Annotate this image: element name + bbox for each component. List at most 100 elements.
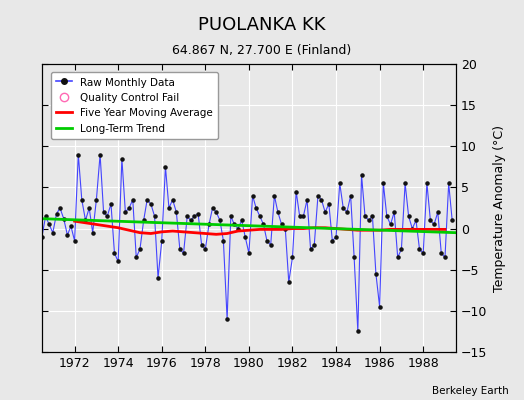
Point <box>60 216 68 222</box>
Point <box>226 213 235 220</box>
Point <box>397 246 406 252</box>
Point <box>256 213 264 220</box>
Point <box>394 254 402 260</box>
Point <box>183 213 191 220</box>
Point <box>201 246 210 252</box>
Legend: Raw Monthly Data, Quality Control Fail, Five Year Moving Average, Long-Term Tren: Raw Monthly Data, Quality Control Fail, … <box>51 72 219 139</box>
Point <box>281 225 289 232</box>
Point <box>223 316 231 322</box>
Point <box>96 151 104 158</box>
Point <box>219 238 227 244</box>
Point <box>267 242 275 248</box>
Point <box>63 232 72 238</box>
Point <box>216 217 224 224</box>
Point <box>408 225 417 232</box>
Point <box>45 221 53 228</box>
Point <box>405 213 413 220</box>
Point <box>248 192 257 199</box>
Point <box>234 225 242 232</box>
Point <box>85 205 93 211</box>
Point <box>383 213 391 220</box>
Point <box>81 217 90 224</box>
Point <box>372 271 380 277</box>
Point <box>158 238 166 244</box>
Point <box>110 250 118 256</box>
Point <box>172 209 181 215</box>
Point <box>350 254 358 260</box>
Point <box>92 196 101 203</box>
Point <box>379 180 388 186</box>
Point <box>328 238 336 244</box>
Point <box>147 201 155 207</box>
Point <box>49 230 57 236</box>
Point <box>448 217 456 224</box>
Point <box>292 188 300 195</box>
Point <box>179 250 188 256</box>
Point <box>165 205 173 211</box>
Point <box>263 238 271 244</box>
Point <box>270 192 279 199</box>
Point <box>168 196 177 203</box>
Point <box>416 246 424 252</box>
Point <box>361 213 369 220</box>
Point <box>346 192 355 199</box>
Point <box>67 223 75 229</box>
Point <box>368 213 377 220</box>
Point <box>161 164 170 170</box>
Point <box>430 221 438 228</box>
Point <box>41 213 50 220</box>
Point <box>190 213 199 220</box>
Point <box>303 196 311 203</box>
Point <box>139 217 148 224</box>
Point <box>128 196 137 203</box>
Point <box>357 172 366 178</box>
Point <box>237 217 246 224</box>
Point <box>136 246 144 252</box>
Point <box>118 156 126 162</box>
Point <box>103 213 112 220</box>
Point <box>386 221 395 228</box>
Point <box>252 205 260 211</box>
Point <box>212 209 221 215</box>
Point <box>317 196 325 203</box>
Point <box>52 210 61 217</box>
Point <box>325 201 333 207</box>
Point <box>74 151 82 158</box>
Point <box>401 180 409 186</box>
Point <box>335 180 344 186</box>
Point <box>143 196 151 203</box>
Point <box>89 230 97 236</box>
Point <box>299 213 308 220</box>
Point <box>314 192 322 199</box>
Point <box>56 205 64 211</box>
Point <box>205 221 213 228</box>
Point <box>433 209 442 215</box>
Point <box>390 209 398 215</box>
Point <box>437 250 445 256</box>
Text: 64.867 N, 27.700 E (Finland): 64.867 N, 27.700 E (Finland) <box>172 44 352 57</box>
Point <box>38 234 46 240</box>
Point <box>259 221 268 228</box>
Point <box>194 210 202 217</box>
Point <box>419 250 428 256</box>
Point <box>296 213 304 220</box>
Point <box>154 275 162 281</box>
Point <box>343 209 351 215</box>
Point <box>365 217 373 224</box>
Text: Berkeley Earth: Berkeley Earth <box>432 386 508 396</box>
Point <box>285 279 293 285</box>
Point <box>339 205 347 211</box>
Point <box>230 221 238 228</box>
Text: PUOLANKA KK: PUOLANKA KK <box>198 16 326 34</box>
Point <box>444 180 453 186</box>
Point <box>70 238 79 244</box>
Point <box>100 209 108 215</box>
Point <box>354 328 362 335</box>
Point <box>332 234 340 240</box>
Y-axis label: Temperature Anomaly (°C): Temperature Anomaly (°C) <box>493 124 506 292</box>
Point <box>307 246 315 252</box>
Point <box>441 254 449 260</box>
Point <box>209 205 217 211</box>
Point <box>245 250 253 256</box>
Point <box>78 196 86 203</box>
